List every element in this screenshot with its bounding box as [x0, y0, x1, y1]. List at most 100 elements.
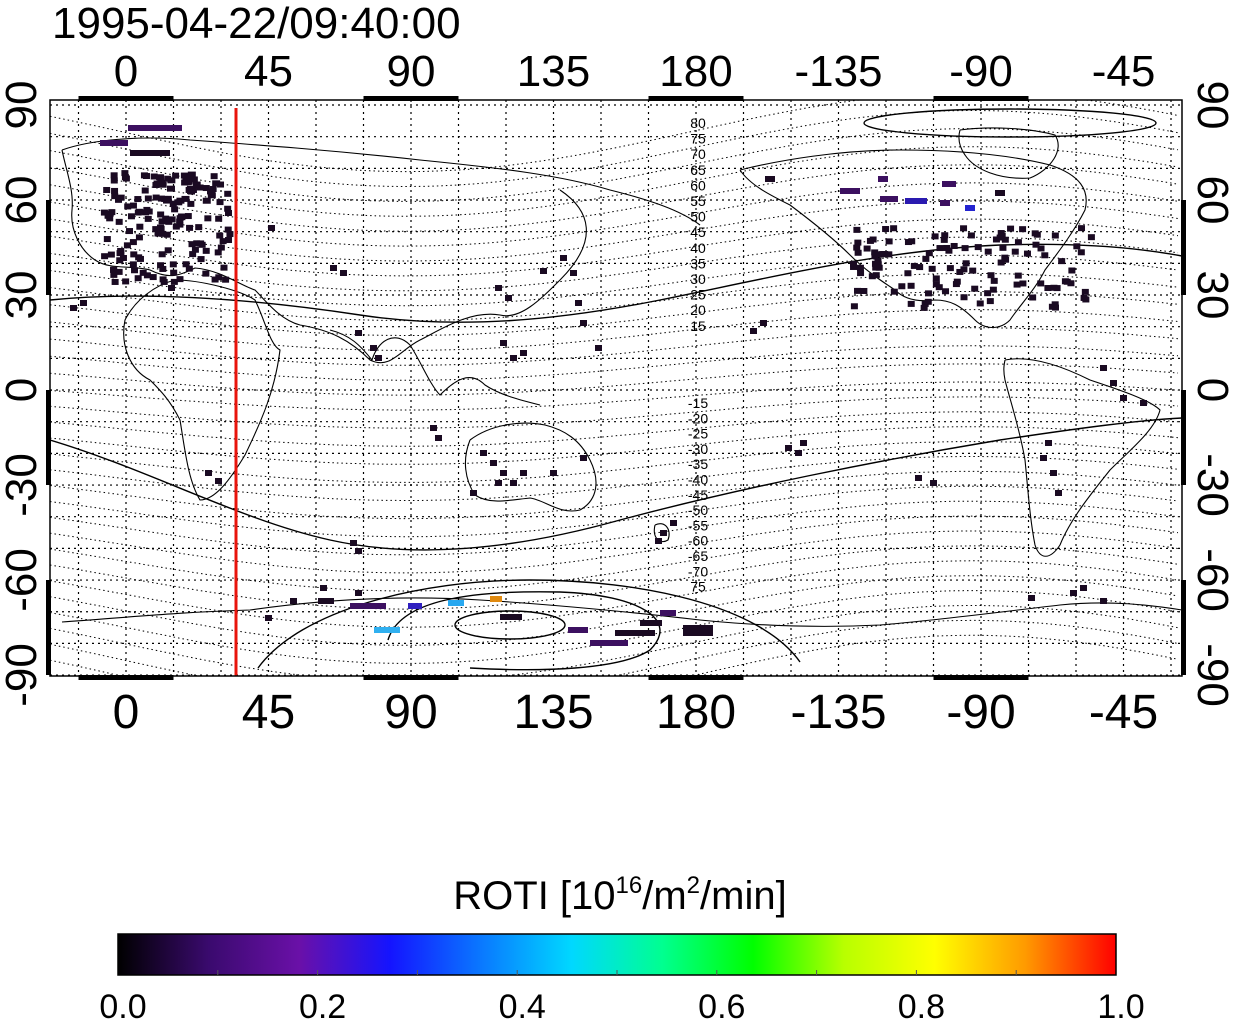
contour-label: -25	[688, 426, 708, 442]
roti-cell	[430, 425, 437, 431]
lon-tick-label: 45	[244, 47, 293, 96]
lat-tick-label: 60	[0, 176, 46, 225]
roti-cell	[908, 238, 916, 245]
roti-cell	[220, 264, 228, 271]
roti-cell	[640, 620, 662, 626]
roti-cell	[871, 253, 879, 260]
roti-cell	[116, 257, 124, 264]
roti-cell	[1001, 236, 1009, 243]
roti-cell	[136, 223, 144, 230]
roti-cell	[183, 179, 192, 186]
lon-tick-label: -135	[794, 47, 882, 96]
roti-cell	[1058, 258, 1066, 265]
roti-cell	[202, 247, 210, 254]
roti-cell	[115, 218, 123, 225]
roti-cell	[117, 194, 125, 201]
lon-tick-label: 135	[513, 686, 593, 739]
roti-cell	[217, 244, 225, 251]
roti-cell	[890, 225, 898, 232]
roti-cell	[122, 278, 130, 285]
roti-cell	[187, 200, 195, 207]
roti-cell	[920, 304, 928, 311]
roti-cell	[340, 270, 347, 276]
contour-label: -40	[688, 472, 708, 488]
roti-cell	[940, 200, 950, 206]
contour-label: -45	[688, 487, 708, 503]
roti-cell	[999, 244, 1007, 251]
roti-cell	[158, 181, 167, 188]
roti-cell	[101, 253, 109, 260]
lon-tick-label: 180	[659, 47, 732, 96]
contour-label: 25	[690, 287, 706, 303]
roti-cell	[885, 238, 893, 245]
roti-cell	[174, 199, 183, 206]
roti-cell	[212, 180, 221, 187]
lon-tick-label: 0	[114, 47, 138, 96]
auroral-oval-contours	[50, 108, 1182, 671]
roti-cell	[540, 268, 547, 274]
roti-cell	[904, 270, 912, 277]
lat-tick-label: -60	[0, 548, 46, 612]
roti-cell	[185, 265, 193, 272]
roti-cell	[176, 221, 184, 228]
roti-cell	[131, 267, 139, 274]
roti-cell	[550, 470, 557, 476]
contour-label: 30	[690, 271, 706, 287]
roti-cell	[1040, 455, 1047, 461]
roti-cell	[186, 185, 195, 192]
roti-cell	[765, 176, 775, 182]
roti-cell	[186, 224, 194, 231]
roti-cell	[1007, 225, 1015, 232]
roti-cell	[946, 265, 954, 272]
roti-cell	[157, 211, 165, 218]
colorbar-minor-ticks	[217, 970, 1017, 975]
roti-cell	[1070, 590, 1077, 596]
roti-cell	[129, 261, 137, 268]
roti-cell	[224, 226, 232, 233]
roti-cell	[215, 215, 223, 222]
coastlines	[61, 127, 1182, 627]
roti-cell	[490, 460, 497, 466]
roti-cell	[207, 188, 216, 195]
roti-cell	[928, 265, 936, 272]
roti-cell	[495, 285, 502, 291]
roti-cell	[226, 231, 234, 238]
roti-cell	[129, 239, 137, 246]
roti-cell	[850, 303, 858, 310]
roti-cell	[952, 281, 960, 288]
roti-cell	[868, 273, 876, 280]
colorbar-tick: 0.0	[99, 988, 146, 1024]
roti-cell	[1013, 281, 1021, 288]
top-longitude-axis: 0 45 90 135 180 -135 -90 -45	[114, 47, 1156, 96]
roti-cell	[149, 274, 157, 281]
roti-cell	[590, 640, 628, 646]
roti-cell	[1051, 301, 1059, 308]
roti-cell	[117, 247, 125, 254]
map-title: 1995-04-22/09:40:00	[52, 0, 461, 48]
roti-cell	[150, 173, 158, 180]
contour-label: 75	[690, 579, 706, 595]
roti-cell	[215, 478, 222, 484]
roti-cell	[942, 181, 956, 187]
roti-cell	[153, 180, 162, 187]
roti-cell	[110, 266, 118, 273]
roti-cell	[1055, 490, 1062, 496]
roti-cell	[967, 232, 975, 239]
contour-label: -55	[688, 517, 708, 533]
lat-tick-label: -60	[1188, 548, 1237, 612]
roti-cell	[197, 240, 205, 247]
roti-cell	[265, 615, 272, 621]
roti-cell	[193, 240, 201, 247]
roti-cell	[197, 256, 205, 263]
roti-cell	[355, 330, 362, 336]
roti-cell	[207, 192, 216, 199]
roti-cell	[905, 198, 927, 204]
roti-cell	[560, 255, 567, 261]
lat-tick-label: -90	[1188, 643, 1237, 707]
roti-cell	[1061, 278, 1069, 285]
roti-cell	[916, 264, 924, 271]
left-latitude-axis: 90 60 30 0 -30 -60 -90	[0, 81, 46, 707]
roti-cell	[940, 236, 948, 243]
roti-cell	[355, 590, 362, 596]
roti-cell	[210, 173, 218, 180]
